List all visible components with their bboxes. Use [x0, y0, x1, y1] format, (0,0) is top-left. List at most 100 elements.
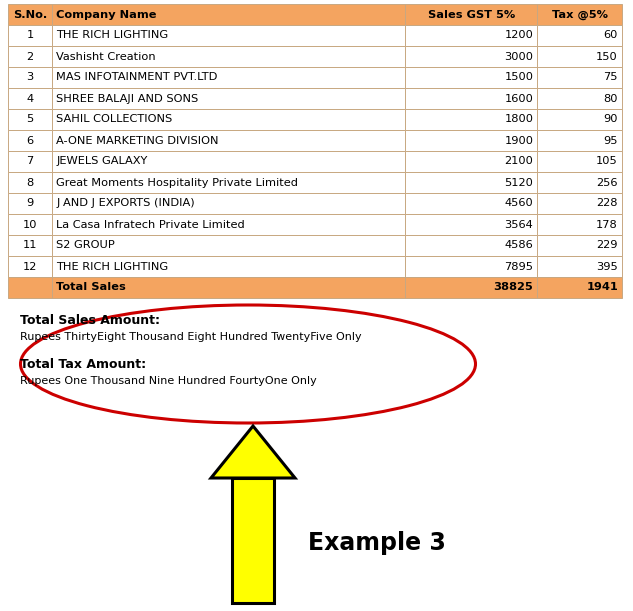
Text: 2100: 2100 [505, 156, 533, 167]
Text: 395: 395 [596, 262, 618, 271]
Bar [405, 172, 537, 193]
Text: 1941: 1941 [586, 282, 618, 293]
Bar [52, 46, 405, 67]
Bar [405, 193, 537, 214]
Bar [405, 109, 537, 130]
Bar [405, 46, 537, 67]
Text: MAS INFOTAINMENT PVT.LTD: MAS INFOTAINMENT PVT.LTD [56, 73, 218, 82]
Text: 80: 80 [603, 93, 618, 103]
Text: Company Name: Company Name [56, 10, 157, 20]
Text: 3564: 3564 [505, 219, 533, 230]
Text: 38825: 38825 [494, 282, 533, 293]
Bar [537, 172, 622, 193]
Bar [8, 151, 52, 172]
Bar [8, 277, 52, 298]
Polygon shape [211, 426, 295, 478]
Text: A-ONE MARKETING DIVISION: A-ONE MARKETING DIVISION [56, 136, 219, 145]
Text: 1500: 1500 [505, 73, 533, 82]
Bar [232, 478, 274, 603]
Text: 1: 1 [27, 31, 34, 40]
Text: 3: 3 [27, 73, 34, 82]
Bar [8, 235, 52, 256]
Bar [8, 4, 52, 25]
Text: 12: 12 [23, 262, 37, 271]
Text: 95: 95 [603, 136, 618, 145]
Text: J AND J EXPORTS (INDIA): J AND J EXPORTS (INDIA) [56, 199, 195, 208]
Text: Vashisht Creation: Vashisht Creation [56, 51, 156, 62]
Bar [537, 88, 622, 109]
Bar [537, 46, 622, 67]
Bar [405, 88, 537, 109]
Bar [8, 67, 52, 88]
Text: Rupees ThirtyEight Thousand Eight Hundred TwentyFive Only: Rupees ThirtyEight Thousand Eight Hundre… [20, 332, 361, 342]
Bar [405, 67, 537, 88]
Text: 105: 105 [596, 156, 618, 167]
Text: S2 GROUP: S2 GROUP [56, 241, 115, 251]
Bar [8, 172, 52, 193]
Bar [405, 25, 537, 46]
Bar [52, 4, 405, 25]
Text: 8: 8 [27, 178, 34, 188]
Text: THE RICH LIGHTING: THE RICH LIGHTING [56, 31, 168, 40]
Bar [537, 25, 622, 46]
Text: 2: 2 [27, 51, 34, 62]
Bar [537, 277, 622, 298]
Text: JEWELS GALAXY: JEWELS GALAXY [56, 156, 147, 167]
Bar [537, 193, 622, 214]
Bar [8, 46, 52, 67]
Text: Total Tax Amount:: Total Tax Amount: [20, 358, 146, 371]
Text: THE RICH LIGHTING: THE RICH LIGHTING [56, 262, 168, 271]
Text: SHREE BALAJI AND SONS: SHREE BALAJI AND SONS [56, 93, 199, 103]
Bar [537, 4, 622, 25]
Text: 3000: 3000 [505, 51, 533, 62]
Text: 1800: 1800 [505, 114, 533, 125]
Bar [8, 193, 52, 214]
Bar [52, 67, 405, 88]
Bar [405, 277, 537, 298]
Text: 4586: 4586 [505, 241, 533, 251]
Text: La Casa Infratech Private Limited: La Casa Infratech Private Limited [56, 219, 245, 230]
Text: Total Sales: Total Sales [56, 282, 126, 293]
Text: 5: 5 [27, 114, 34, 125]
Bar [8, 130, 52, 151]
Text: 178: 178 [596, 219, 618, 230]
Text: S.No.: S.No. [13, 10, 47, 20]
Text: 9: 9 [27, 199, 34, 208]
Bar [52, 88, 405, 109]
Bar [537, 109, 622, 130]
Bar [537, 235, 622, 256]
Text: 10: 10 [23, 219, 37, 230]
Text: 150: 150 [596, 51, 618, 62]
Text: 90: 90 [603, 114, 618, 125]
Bar [8, 256, 52, 277]
Bar [52, 109, 405, 130]
Bar [52, 151, 405, 172]
Text: Great Moments Hospitality Private Limited: Great Moments Hospitality Private Limite… [56, 178, 298, 188]
Text: Sales GST 5%: Sales GST 5% [428, 10, 515, 20]
Text: 7: 7 [27, 156, 34, 167]
Text: 60: 60 [604, 31, 618, 40]
Bar [8, 88, 52, 109]
Text: Total Sales Amount:: Total Sales Amount: [20, 314, 160, 327]
Text: Tax @5%: Tax @5% [551, 9, 608, 20]
Text: 1200: 1200 [505, 31, 533, 40]
Bar [52, 256, 405, 277]
Bar [405, 235, 537, 256]
Bar [537, 67, 622, 88]
Bar [52, 235, 405, 256]
Bar [537, 130, 622, 151]
Bar [52, 25, 405, 46]
Text: 4560: 4560 [505, 199, 533, 208]
Bar [52, 277, 405, 298]
Text: 1900: 1900 [505, 136, 533, 145]
Bar [52, 130, 405, 151]
Bar [8, 25, 52, 46]
Text: 256: 256 [596, 178, 618, 188]
Bar [52, 172, 405, 193]
Bar [405, 130, 537, 151]
Text: 7895: 7895 [505, 262, 533, 271]
Bar [405, 151, 537, 172]
Text: 229: 229 [596, 241, 618, 251]
Bar [8, 214, 52, 235]
Bar [405, 214, 537, 235]
